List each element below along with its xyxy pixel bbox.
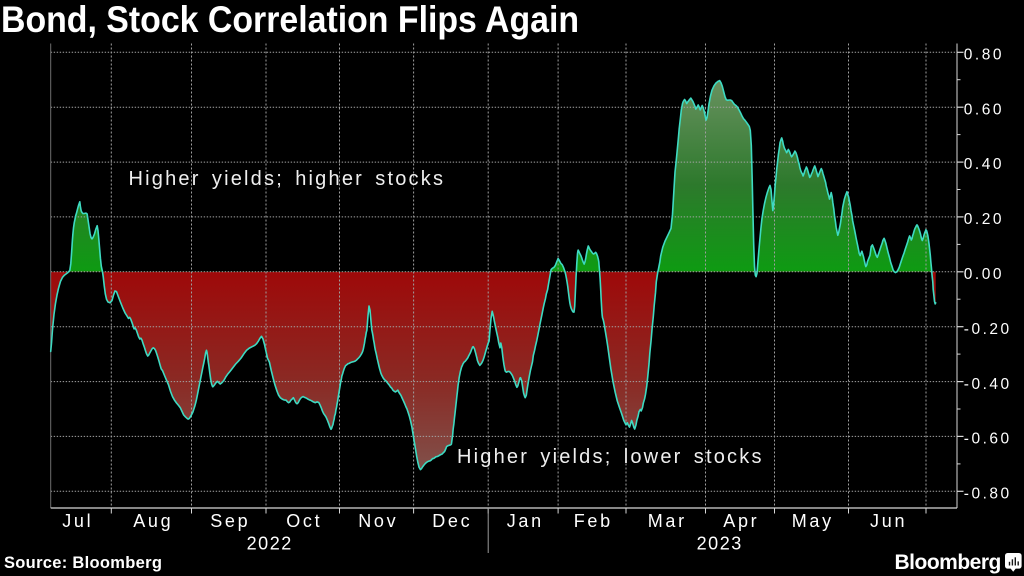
svg-text:0.20: 0.20 xyxy=(964,211,1004,228)
svg-text:Oct: Oct xyxy=(286,511,322,531)
svg-text:2022: 2022 xyxy=(247,534,293,554)
svg-text:-0.80: -0.80 xyxy=(964,486,1012,503)
svg-text:May: May xyxy=(792,511,834,531)
svg-text:-0.60: -0.60 xyxy=(964,431,1012,448)
svg-text:-0.20: -0.20 xyxy=(964,321,1012,338)
svg-text:2023: 2023 xyxy=(697,534,743,554)
svg-text:Mar: Mar xyxy=(648,511,687,531)
svg-text:0.80: 0.80 xyxy=(964,47,1004,64)
svg-text:Dec: Dec xyxy=(432,511,472,531)
svg-text:Aug: Aug xyxy=(133,511,173,531)
svg-text:Feb: Feb xyxy=(574,511,613,531)
svg-text:Apr: Apr xyxy=(723,511,759,531)
svg-text:-0.40: -0.40 xyxy=(964,376,1012,393)
svg-text:Jun: Jun xyxy=(870,511,907,531)
svg-text:Nov: Nov xyxy=(358,511,398,531)
svg-text:0.40: 0.40 xyxy=(964,156,1004,173)
svg-text:Sep: Sep xyxy=(210,511,250,531)
svg-text:Jan: Jan xyxy=(507,511,544,531)
svg-text:Jul: Jul xyxy=(62,511,93,531)
svg-text:0.60: 0.60 xyxy=(964,101,1004,118)
svg-text:0.00: 0.00 xyxy=(964,266,1004,283)
